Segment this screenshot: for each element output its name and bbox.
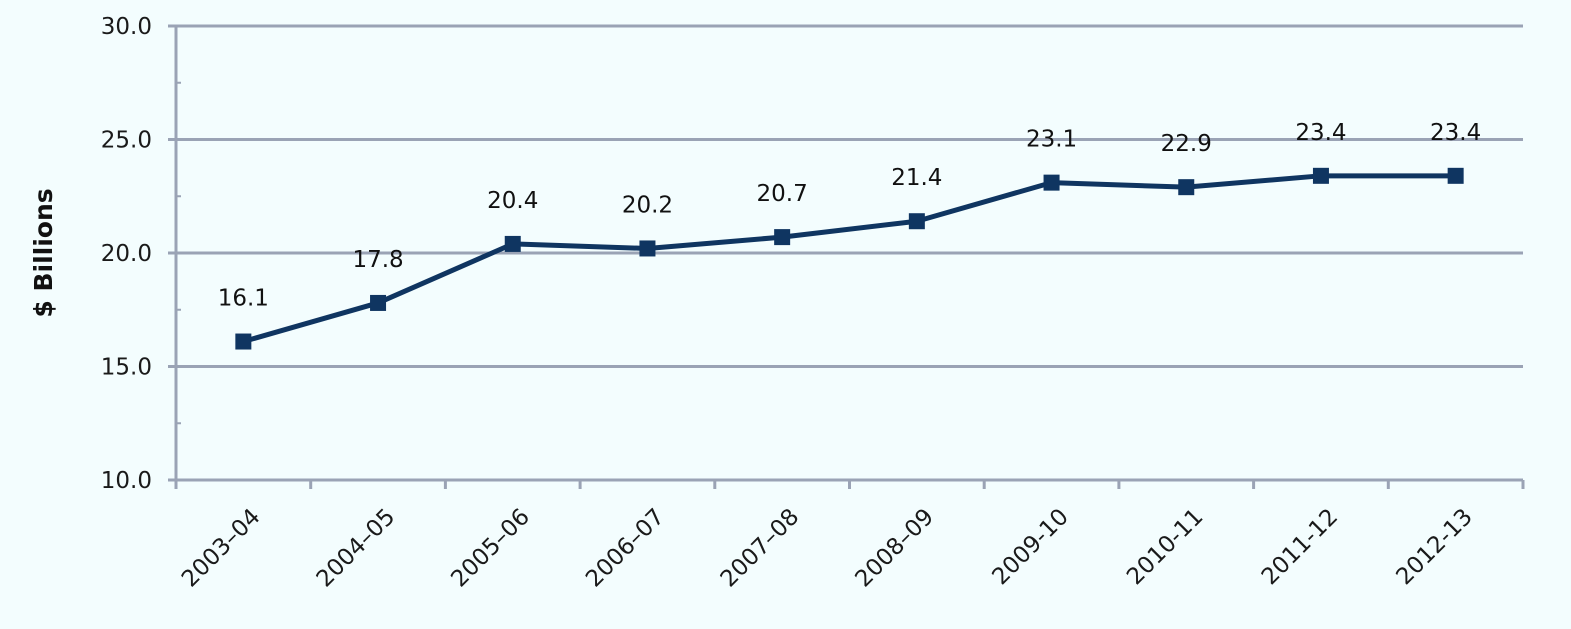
series-line-group xyxy=(235,167,1464,350)
data-label: 23.1 xyxy=(1026,127,1077,153)
x-tick-label: 2005–06 xyxy=(446,504,535,593)
x-tick-label: 2012-13 xyxy=(1392,504,1478,590)
y-tick-label: 20.0 xyxy=(101,241,152,267)
data-point-marker xyxy=(1447,167,1464,184)
data-label: 16.1 xyxy=(218,286,269,312)
x-tick-label: 2003–04 xyxy=(177,504,266,593)
gridlines xyxy=(168,24,1525,489)
x-tick-label: 2007–08 xyxy=(716,504,805,593)
data-label: 20.4 xyxy=(487,188,538,214)
y-tick-label: 30.0 xyxy=(101,14,152,40)
y-tick-labels: 10.0 15.0 20.0 25.0 30.0 xyxy=(101,14,152,494)
y-tick-label: 25.0 xyxy=(101,128,152,154)
y-axis-title: $ Billions xyxy=(29,188,58,317)
data-point-marker xyxy=(504,235,521,252)
x-tick-label: 2010-11 xyxy=(1122,504,1208,590)
data-label: 20.7 xyxy=(757,181,808,207)
x-tick-label: 2006–07 xyxy=(581,504,670,593)
x-tick-label: 2011-12 xyxy=(1257,504,1343,590)
data-point-marker xyxy=(639,240,656,257)
data-label: 23.4 xyxy=(1295,120,1346,146)
data-point-marker xyxy=(1178,179,1195,196)
x-tick-label: 2009-10 xyxy=(987,504,1073,590)
data-point-marker xyxy=(1043,174,1060,191)
data-label: 23.4 xyxy=(1430,120,1481,146)
data-label: 22.9 xyxy=(1161,131,1212,157)
data-labels: 16.1 17.8 20.4 20.2 20.7 21.4 23.1 22.9 23.4 23.4 xyxy=(218,120,1482,312)
data-point-marker xyxy=(235,333,252,350)
x-tick-label: 2004–05 xyxy=(312,504,401,593)
data-point-marker xyxy=(908,213,925,230)
x-tick-labels: 2003–04 2004–05 2005–06 2006–07 2007–08 2008–… xyxy=(177,504,1478,593)
data-point-marker xyxy=(774,229,791,246)
data-label: 20.2 xyxy=(622,192,673,218)
series-line xyxy=(242,173,1456,344)
data-point-marker xyxy=(1312,167,1329,184)
data-point-marker xyxy=(370,294,387,311)
data-label: 21.4 xyxy=(891,165,942,191)
x-tick-label: 2008–09 xyxy=(850,504,939,593)
axes xyxy=(174,26,1523,482)
data-label: 17.8 xyxy=(352,247,403,273)
y-tick-label: 10.0 xyxy=(101,468,152,494)
y-tick-label: 15.0 xyxy=(101,355,152,381)
